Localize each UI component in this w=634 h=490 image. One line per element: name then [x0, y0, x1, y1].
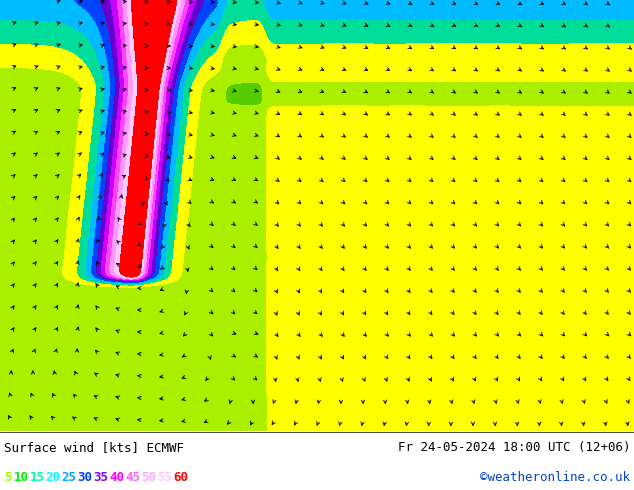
- Text: 50: 50: [141, 470, 157, 484]
- Text: ©weatheronline.co.uk: ©weatheronline.co.uk: [480, 470, 630, 484]
- Text: 25: 25: [61, 470, 77, 484]
- Text: 40: 40: [110, 470, 124, 484]
- Text: 35: 35: [93, 470, 108, 484]
- Text: 45: 45: [126, 470, 141, 484]
- Text: Fr 24-05-2024 18:00 UTC (12+06): Fr 24-05-2024 18:00 UTC (12+06): [398, 441, 630, 454]
- Text: 60: 60: [174, 470, 188, 484]
- Text: 10: 10: [13, 470, 29, 484]
- Text: 15: 15: [30, 470, 44, 484]
- Text: Surface wind [kts] ECMWF: Surface wind [kts] ECMWF: [4, 441, 184, 454]
- Text: 55: 55: [157, 470, 172, 484]
- Text: 5: 5: [4, 470, 11, 484]
- Text: 20: 20: [46, 470, 60, 484]
- Text: 30: 30: [77, 470, 93, 484]
